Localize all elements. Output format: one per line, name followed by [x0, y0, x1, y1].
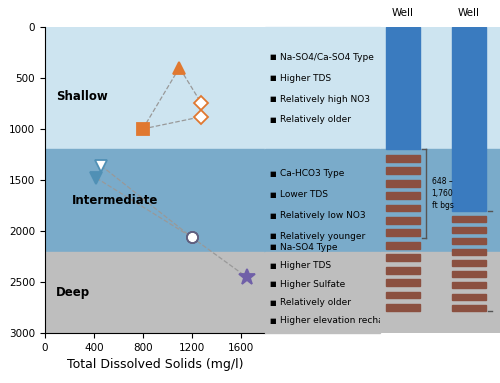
X-axis label: Total Dissolved Solids (mg/l): Total Dissolved Solids (mg/l): [67, 358, 243, 372]
Text: ■: ■: [270, 281, 276, 287]
Text: Relatively older: Relatively older: [280, 298, 351, 307]
Text: ■: ■: [270, 233, 276, 239]
Bar: [452, 304, 486, 311]
Text: Higher elevation recharge: Higher elevation recharge: [280, 316, 398, 326]
Bar: [386, 254, 420, 261]
Text: ■: ■: [270, 171, 276, 177]
Text: Well: Well: [392, 8, 414, 18]
Bar: [386, 155, 420, 162]
Text: ■: ■: [270, 192, 276, 198]
Text: Na-SO4 Type: Na-SO4 Type: [280, 243, 338, 252]
Text: ■: ■: [270, 54, 276, 61]
Bar: [45, 27, 265, 149]
Bar: [386, 167, 420, 174]
Text: ■: ■: [270, 117, 276, 123]
Bar: [380, 252, 500, 333]
Text: Higher TDS: Higher TDS: [280, 74, 331, 83]
Text: Intermediate: Intermediate: [72, 194, 158, 207]
Bar: [386, 27, 420, 149]
Bar: [386, 229, 420, 236]
Bar: [265, 27, 380, 149]
Text: Relatively older: Relatively older: [280, 115, 351, 124]
Bar: [265, 149, 380, 252]
Text: ■: ■: [270, 263, 276, 269]
Text: Relatively low NO3: Relatively low NO3: [280, 211, 366, 220]
Bar: [386, 242, 420, 249]
Bar: [45, 149, 265, 252]
Text: Ca-HCO3 Type: Ca-HCO3 Type: [280, 169, 344, 178]
Bar: [386, 205, 420, 211]
Bar: [452, 260, 486, 266]
Bar: [452, 227, 486, 233]
Bar: [386, 180, 420, 187]
Bar: [452, 216, 486, 222]
Text: Well: Well: [458, 8, 480, 18]
Text: ■: ■: [270, 300, 276, 306]
Text: Shallow: Shallow: [56, 90, 108, 103]
Text: ■: ■: [270, 96, 276, 102]
Text: Relatively high NO3: Relatively high NO3: [280, 95, 370, 104]
Bar: [452, 249, 486, 255]
Bar: [386, 217, 420, 224]
Text: ■: ■: [270, 213, 276, 219]
Bar: [386, 291, 420, 298]
Bar: [386, 279, 420, 286]
Bar: [265, 252, 380, 333]
Text: Relatively younger: Relatively younger: [280, 232, 365, 241]
Text: ■: ■: [270, 75, 276, 81]
Text: ■: ■: [270, 244, 276, 250]
Bar: [386, 304, 420, 311]
Bar: [452, 282, 486, 288]
Bar: [452, 293, 486, 300]
Bar: [452, 271, 486, 277]
Text: Higher TDS: Higher TDS: [280, 261, 331, 270]
Text: Deep: Deep: [56, 286, 90, 299]
Text: 648 –
1,760
ft bgs: 648 – 1,760 ft bgs: [432, 177, 454, 210]
Text: Higher Sulfate: Higher Sulfate: [280, 280, 345, 289]
Bar: [386, 267, 420, 273]
Bar: [452, 238, 486, 244]
Bar: [380, 149, 500, 252]
Text: Lower TDS: Lower TDS: [280, 190, 328, 199]
Bar: [386, 192, 420, 199]
Text: Na-SO4/Ca-SO4 Type: Na-SO4/Ca-SO4 Type: [280, 53, 374, 62]
Bar: [452, 27, 486, 211]
Bar: [45, 252, 265, 333]
Bar: [380, 27, 500, 149]
Text: ■: ■: [270, 318, 276, 324]
